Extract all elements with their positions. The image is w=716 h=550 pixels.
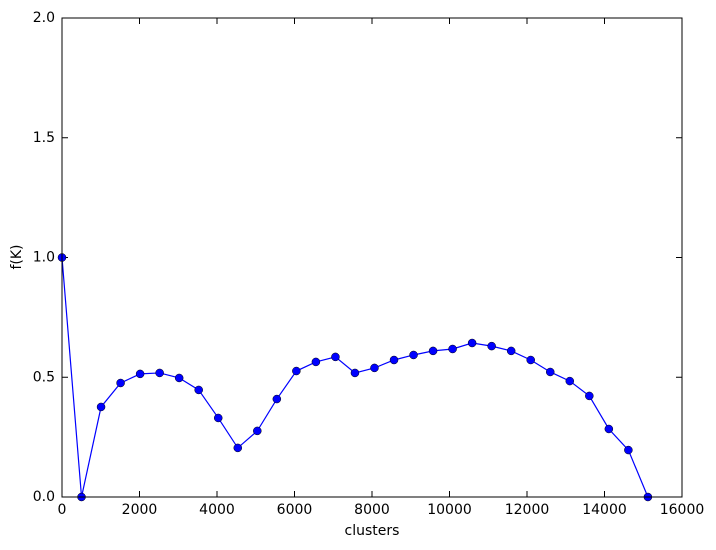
- y-tick-label: 1.0: [33, 250, 55, 266]
- marker: [233, 443, 243, 453]
- marker: [467, 338, 477, 348]
- x-axis-label: clusters: [345, 523, 400, 539]
- marker: [350, 368, 360, 378]
- marker: [585, 391, 594, 401]
- marker: [487, 341, 496, 351]
- x-tick-label: 12000: [505, 502, 550, 518]
- marker: [253, 426, 262, 436]
- y-tick-label: 2.0: [33, 10, 55, 26]
- marker: [174, 373, 184, 383]
- x-tick-label: 8000: [354, 502, 390, 518]
- y-axis-label: f(K): [9, 244, 25, 269]
- marker: [448, 344, 457, 354]
- marker: [272, 394, 282, 404]
- marker: [370, 363, 379, 373]
- y-tick-label: 1.5: [33, 130, 55, 146]
- x-tick-label: 4000: [199, 502, 235, 518]
- marker: [331, 352, 340, 362]
- marker: [565, 376, 575, 386]
- marker: [546, 367, 555, 377]
- marker: [409, 350, 418, 360]
- x-tick-label: 2000: [122, 502, 158, 518]
- plot-frame: [61, 17, 683, 498]
- y-tick-label: 0.5: [33, 369, 55, 385]
- marker: [506, 346, 516, 356]
- x-tick-label: 6000: [277, 502, 313, 518]
- x-tick-label: 10000: [427, 502, 472, 518]
- marker: [155, 368, 164, 378]
- x-tick-label: 16000: [660, 502, 705, 518]
- x-tick-label: 0: [58, 502, 67, 518]
- marker: [624, 445, 633, 455]
- marker: [96, 402, 106, 412]
- marker: [428, 346, 438, 356]
- marker: [213, 413, 223, 423]
- marker: [194, 385, 203, 395]
- marker: [116, 378, 125, 388]
- marker: [292, 366, 301, 376]
- marker: [311, 357, 321, 367]
- marker: [604, 424, 614, 434]
- marker: [135, 369, 145, 379]
- marker: [526, 355, 535, 365]
- marker: [389, 355, 399, 365]
- y-tick-label: 0.0: [33, 489, 55, 505]
- x-tick-label: 14000: [582, 502, 627, 518]
